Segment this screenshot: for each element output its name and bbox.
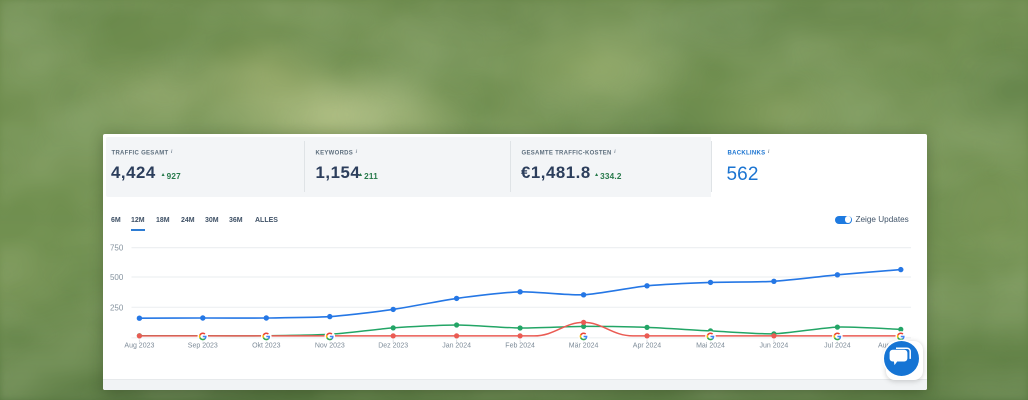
svg-text:Apr 2024: Apr 2024	[633, 343, 662, 350]
svg-text:Nov 2023: Nov 2023	[315, 343, 345, 350]
svg-text:Dez 2023: Dez 2023	[378, 343, 408, 350]
svg-text:Jul 2024: Jul 2024	[824, 343, 851, 350]
svg-text:Jan 2024: Jan 2024	[442, 343, 471, 350]
svg-text:Mär 2024: Mär 2024	[569, 343, 599, 350]
svg-text:Mai 2024: Mai 2024	[696, 343, 725, 350]
svg-text:Jun 2024: Jun 2024	[759, 343, 788, 350]
svg-text:Okt 2023: Okt 2023	[252, 343, 281, 350]
svg-text:Feb 2024: Feb 2024	[505, 343, 535, 350]
svg-text:250: 250	[110, 303, 124, 312]
svg-text:Sep 2023: Sep 2023	[188, 343, 218, 350]
svg-text:750: 750	[110, 244, 124, 253]
svg-text:500: 500	[110, 273, 124, 282]
svg-text:Aug 2023: Aug 2023	[124, 343, 154, 350]
